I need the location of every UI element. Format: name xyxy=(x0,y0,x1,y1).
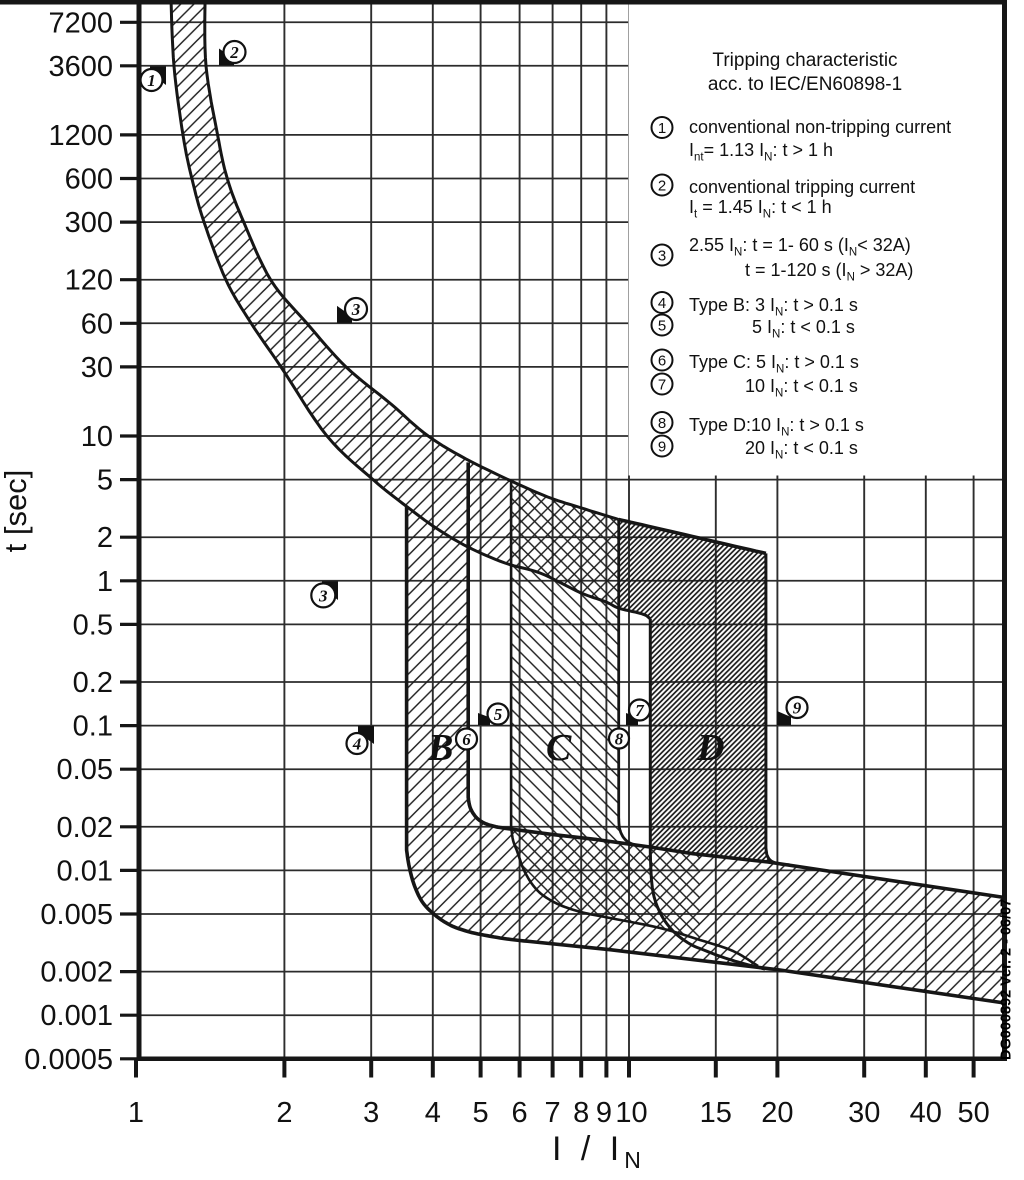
svg-text:8: 8 xyxy=(573,1097,589,1129)
svg-text:0.2: 0.2 xyxy=(73,667,113,699)
svg-text:1: 1 xyxy=(658,120,666,137)
svg-text:5: 5 xyxy=(97,465,113,497)
svg-text:conventional non-tripping curr: conventional non-tripping current xyxy=(689,117,951,137)
svg-text:C: C xyxy=(546,727,572,769)
svg-text:4: 4 xyxy=(425,1097,441,1129)
svg-text:D: D xyxy=(696,727,724,769)
svg-text:50: 50 xyxy=(957,1097,989,1129)
svg-text:3: 3 xyxy=(363,1097,379,1129)
svg-text:120: 120 xyxy=(65,265,113,297)
svg-text:30: 30 xyxy=(848,1097,880,1129)
svg-text:300: 300 xyxy=(65,207,113,239)
svg-text:8: 8 xyxy=(615,730,624,749)
svg-text:2.55 IN: t = 1- 60 s (IN< 32A): 2.55 IN: t = 1- 60 s (IN< 32A) xyxy=(689,235,911,259)
svg-text:7200: 7200 xyxy=(48,7,113,39)
svg-text:4: 4 xyxy=(352,735,362,754)
svg-text:9: 9 xyxy=(596,1097,612,1129)
svg-text:1: 1 xyxy=(97,566,113,598)
svg-text:4: 4 xyxy=(658,295,666,312)
svg-text:5: 5 xyxy=(494,705,503,724)
svg-text:60: 60 xyxy=(81,308,113,340)
svg-text:3: 3 xyxy=(318,586,328,605)
svg-text:0.01: 0.01 xyxy=(57,855,113,887)
svg-text:8: 8 xyxy=(658,415,666,432)
svg-text:Tripping characteristic: Tripping characteristic xyxy=(712,50,897,71)
svg-text:0.001: 0.001 xyxy=(40,1000,113,1032)
svg-text:3600: 3600 xyxy=(48,51,113,83)
svg-text:3: 3 xyxy=(351,300,361,319)
svg-text:5 IN: t < 0.1 s: 5 IN: t < 0.1 s xyxy=(752,317,855,341)
svg-text:Type B: 3 IN: t > 0.1 s: Type B: 3 IN: t > 0.1 s xyxy=(689,295,858,319)
svg-text:0.1: 0.1 xyxy=(73,711,113,743)
svg-text:20: 20 xyxy=(761,1097,793,1129)
svg-text:10 IN: t < 0.1 s: 10 IN: t < 0.1 s xyxy=(745,376,858,400)
svg-text:3: 3 xyxy=(658,248,666,265)
svg-text:2: 2 xyxy=(229,43,239,62)
svg-text:Type C: 5 IN: t > 0.1 s: Type C: 5 IN: t > 0.1 s xyxy=(689,352,859,376)
svg-text:conventional tripping current: conventional tripping current xyxy=(689,177,915,197)
svg-text:2: 2 xyxy=(276,1097,292,1129)
svg-text:6: 6 xyxy=(512,1097,528,1129)
svg-text:DG000892 Ver. 2 - 06/07: DG000892 Ver. 2 - 06/07 xyxy=(999,899,1015,1060)
svg-text:0.5: 0.5 xyxy=(73,609,113,641)
svg-text:0.005: 0.005 xyxy=(40,899,113,931)
svg-text:1200: 1200 xyxy=(48,120,113,152)
svg-text:7: 7 xyxy=(658,377,666,394)
svg-text:0.0005: 0.0005 xyxy=(24,1044,113,1076)
svg-text:6: 6 xyxy=(658,353,666,370)
svg-text:B: B xyxy=(427,727,453,769)
svg-text:20 IN: t < 0.1 s: 20 IN: t < 0.1 s xyxy=(745,438,858,462)
svg-text:40: 40 xyxy=(910,1097,942,1129)
svg-text:15: 15 xyxy=(700,1097,732,1129)
svg-text:6: 6 xyxy=(462,730,471,749)
svg-text:5: 5 xyxy=(473,1097,489,1129)
svg-text:1: 1 xyxy=(128,1097,144,1129)
svg-text:0.02: 0.02 xyxy=(57,812,113,844)
svg-text:600: 600 xyxy=(65,164,113,196)
svg-text:t [sec]: t [sec] xyxy=(0,470,33,553)
svg-text:0.002: 0.002 xyxy=(40,957,113,989)
svg-text:9: 9 xyxy=(658,439,666,456)
svg-text:10: 10 xyxy=(615,1097,647,1129)
svg-text:7: 7 xyxy=(545,1097,561,1129)
svg-text:10: 10 xyxy=(81,421,113,453)
svg-text:1: 1 xyxy=(147,71,156,90)
svg-text:9: 9 xyxy=(793,699,802,718)
svg-text:It = 1.45 IN: t < 1 h: It = 1.45 IN: t < 1 h xyxy=(689,197,832,221)
svg-text:7: 7 xyxy=(635,701,645,720)
svg-text:30: 30 xyxy=(81,352,113,384)
svg-text:t = 1-120 s (IN > 32A): t = 1-120 s (IN > 32A) xyxy=(745,260,913,284)
svg-text:2: 2 xyxy=(97,522,113,554)
svg-text:Int= 1.13 IN: t > 1 h: Int= 1.13 IN: t > 1 h xyxy=(689,140,833,164)
svg-text:0.05: 0.05 xyxy=(57,754,113,786)
svg-text:acc. to IEC/EN60898-1: acc. to IEC/EN60898-1 xyxy=(708,74,902,95)
svg-text:5: 5 xyxy=(658,318,666,335)
svg-text:2: 2 xyxy=(658,178,666,195)
svg-text:Type D:10 IN: t > 0.1 s: Type D:10 IN: t > 0.1 s xyxy=(689,415,864,439)
